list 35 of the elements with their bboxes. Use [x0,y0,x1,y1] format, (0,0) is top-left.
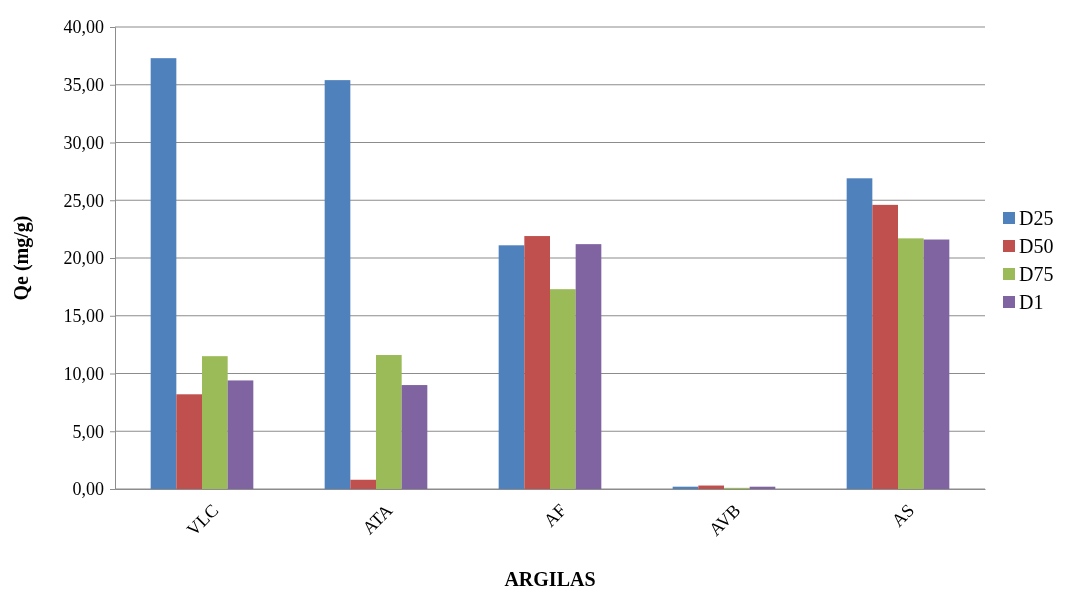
legend-label: D75 [1019,263,1054,285]
y-tick-label: 30,00 [63,132,104,153]
x-axis-title: ARGILAS [504,568,596,590]
y-tick-label: 15,00 [63,306,104,327]
bar [498,245,525,489]
y-tick-label: 35,00 [63,75,104,96]
bar [898,238,924,489]
x-tick-label: VLC [182,500,223,540]
bar [872,204,898,489]
bar [324,80,351,489]
bar [524,236,550,489]
bar [575,244,602,489]
x-tick-label: AF [539,500,571,531]
y-axis-title: Qe (mg/g) [10,215,33,301]
legend-label: D1 [1019,291,1044,313]
y-tick-label: 10,00 [63,363,104,384]
bar [550,289,576,489]
x-tick-label: AS [887,500,919,531]
bar [202,356,228,489]
bar [401,385,428,489]
y-tick-label: 5,00 [72,421,104,442]
x-tick-label: ATA [358,500,397,539]
legend-label: D25 [1019,207,1054,229]
bar [150,58,177,489]
bar [376,355,402,489]
y-tick-label: 0,00 [72,479,104,500]
bar [350,479,376,489]
y-tick-label: 40,00 [63,17,104,38]
y-tick-label: 25,00 [63,190,104,211]
bar [227,380,254,489]
bar [846,178,873,489]
bar [176,394,202,489]
bar [923,239,950,489]
y-tick-label: 20,00 [63,248,104,269]
legend-label: D50 [1019,235,1054,257]
